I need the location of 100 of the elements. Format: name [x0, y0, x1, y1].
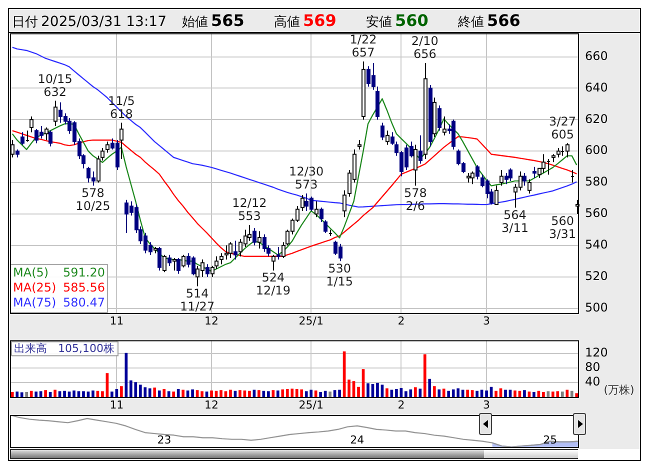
- text: MA(75): [13, 296, 56, 310]
- candlestick: [528, 178, 532, 194]
- text: 12/30 573: [289, 164, 324, 192]
- y-tick-label: 640: [585, 80, 608, 94]
- text: 578 10/25: [76, 186, 110, 213]
- text: 565: [211, 10, 244, 30]
- text: MA(25): [13, 280, 56, 295]
- x-tick-label: 3: [483, 398, 490, 412]
- bar: [30, 390, 33, 397]
- candlestick: [466, 172, 470, 184]
- candlestick: [48, 130, 52, 147]
- bar: [461, 390, 464, 397]
- bar: [54, 390, 56, 397]
- bar: [120, 386, 123, 397]
- bar: [101, 391, 104, 397]
- bar: [224, 391, 228, 397]
- bar: [77, 391, 80, 397]
- candlestick: [438, 105, 442, 132]
- candlestick: [386, 130, 390, 146]
- bar: [34, 392, 38, 397]
- candlestick: [272, 254, 276, 272]
- x-tick-label: 12: [204, 314, 219, 328]
- candlestick: [418, 134, 422, 164]
- x-tick-label: 24: [350, 433, 364, 446]
- candlestick: [470, 171, 474, 185]
- bar: [438, 389, 441, 397]
- text: 10/15 632: [38, 72, 72, 99]
- candlestick: [300, 194, 304, 212]
- bar: [158, 390, 161, 397]
- bar: [153, 388, 156, 397]
- bar: [523, 390, 526, 397]
- bar: [72, 390, 76, 397]
- bar: [476, 390, 478, 397]
- bar: [196, 390, 199, 397]
- candlestick: [158, 246, 162, 272]
- x-tick-label: 2: [398, 314, 405, 328]
- bar: [220, 390, 222, 397]
- candlestick: [476, 164, 480, 180]
- bar: [338, 390, 341, 397]
- candlestick: [276, 246, 280, 260]
- candlestick: [30, 116, 34, 133]
- bar: [20, 392, 24, 397]
- annotation: 580.47: [63, 296, 105, 310]
- candlestick: [508, 168, 512, 182]
- chart-title: 出来高 105,100株: [14, 342, 114, 356]
- bar: [16, 392, 19, 397]
- candlestick: [106, 141, 110, 154]
- bar: [82, 391, 85, 397]
- candlestick: [358, 140, 362, 150]
- text: MA(5): [13, 266, 49, 280]
- candlestick: [556, 147, 560, 158]
- x-tick-label: 12: [204, 398, 219, 412]
- bar: [348, 380, 350, 397]
- category-label: 安値: [366, 14, 392, 30]
- bar: [570, 390, 574, 397]
- bar: [357, 386, 360, 397]
- bar: [532, 392, 536, 397]
- candlestick: [234, 240, 238, 260]
- y-tick-label: 120: [585, 346, 608, 360]
- bar: [423, 354, 426, 397]
- bar: [148, 388, 152, 397]
- candlestick: [252, 228, 256, 246]
- candlestick: [522, 172, 526, 186]
- candlestick: [20, 132, 24, 146]
- annotation: 585.56: [63, 280, 105, 295]
- candlestick: [258, 230, 262, 250]
- text: 3/27 605: [549, 114, 576, 142]
- candlestick: [220, 252, 224, 265]
- text: 530 1/15: [326, 261, 354, 288]
- x-tick-label: 11: [110, 398, 124, 412]
- bar: [210, 390, 213, 397]
- bar: [504, 390, 507, 397]
- text: 564 3/11: [502, 208, 528, 235]
- bar: [200, 391, 204, 397]
- bar: [281, 389, 284, 397]
- candlestick: [224, 244, 228, 260]
- y-tick-label: 80: [585, 360, 600, 374]
- bar: [10, 392, 14, 397]
- candlestick: [54, 100, 58, 126]
- candlestick: [414, 144, 418, 186]
- bar: [248, 390, 251, 397]
- bar: [63, 390, 66, 397]
- bar: [546, 391, 550, 397]
- text: 566: [487, 10, 520, 30]
- x-tick-label: 25/1: [298, 314, 324, 328]
- bar: [395, 389, 398, 397]
- x-tick-label: 11: [110, 314, 124, 328]
- y-tick-label: 560: [585, 206, 608, 220]
- y-tick-label: 540: [585, 238, 608, 252]
- bar: [328, 392, 332, 397]
- bar: [182, 390, 184, 397]
- candlestick: [500, 169, 504, 186]
- bar: [92, 390, 94, 397]
- bar: [44, 390, 47, 397]
- x-tick-label: 25/1: [298, 398, 324, 412]
- bar: [229, 390, 232, 397]
- candlestick: [314, 200, 318, 218]
- candlestick: [44, 127, 48, 141]
- bar: [514, 390, 516, 397]
- bar: [366, 383, 370, 397]
